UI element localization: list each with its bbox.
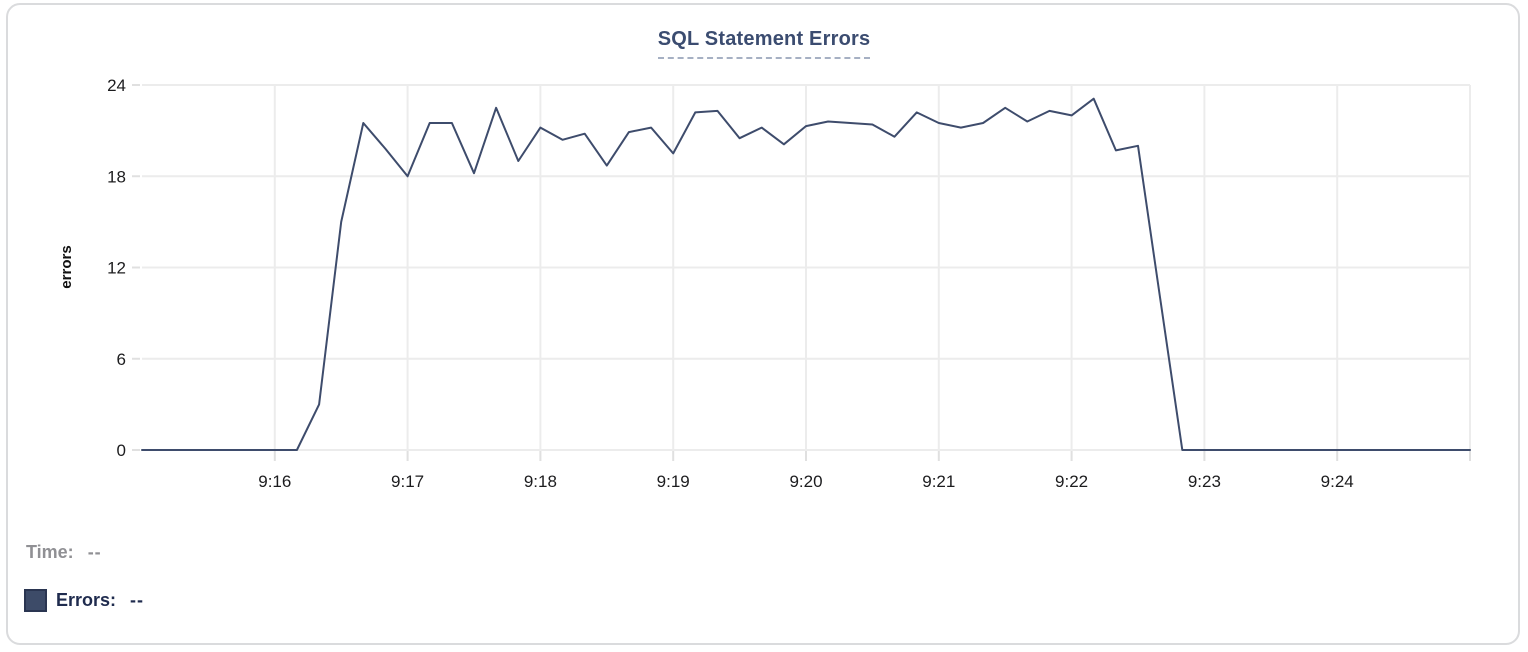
chart-title-wrap: SQL Statement Errors: [0, 28, 1528, 59]
x-tick-label: 9:24: [1321, 472, 1354, 491]
legend-time-label: Time:: [26, 542, 74, 562]
legend-errors-label: Errors:: [56, 590, 117, 610]
chart-title[interactable]: SQL Statement Errors: [657, 28, 871, 59]
legend-errors-value: --: [130, 590, 145, 610]
legend-errors-row: Errors: --: [24, 589, 144, 612]
x-tick-label: 9:19: [657, 472, 690, 491]
y-tick-label: 18: [107, 167, 126, 186]
grid-layer: [142, 84, 1471, 451]
x-tick-label: 9:18: [524, 472, 557, 491]
x-tick-label: 9:20: [789, 472, 822, 491]
y-tick-label: 6: [117, 350, 126, 369]
x-tick-label: 9:22: [1055, 472, 1088, 491]
line-chart[interactable]: 0 6 12 18 24 9:16 9:17 9:18 9:19 9:20 9:21 9:22 9:23…: [0, 0, 1528, 512]
tick-layer: [132, 84, 1471, 461]
chart-card: [6, 3, 1520, 645]
legend-time-value: --: [87, 542, 102, 562]
legend-time-row: Time: --: [26, 542, 102, 563]
x-tick-label: 9:21: [922, 472, 955, 491]
axis-label-layer: 0 6 12 18 24 9:16 9:17 9:18 9:19 9:20 9:21 9:22 9:23…: [107, 76, 1354, 491]
x-tick-label: 9:17: [391, 472, 424, 491]
y-tick-label: 24: [107, 76, 126, 95]
x-tick-label: 9:16: [258, 472, 291, 491]
errors-series-swatch: [24, 589, 47, 612]
errors-series-line: [141, 97, 1471, 451]
y-tick-label: 12: [107, 259, 126, 278]
x-tick-label: 9:23: [1188, 472, 1221, 491]
y-axis-title: errors: [58, 245, 75, 288]
y-tick-label: 0: [117, 441, 126, 460]
